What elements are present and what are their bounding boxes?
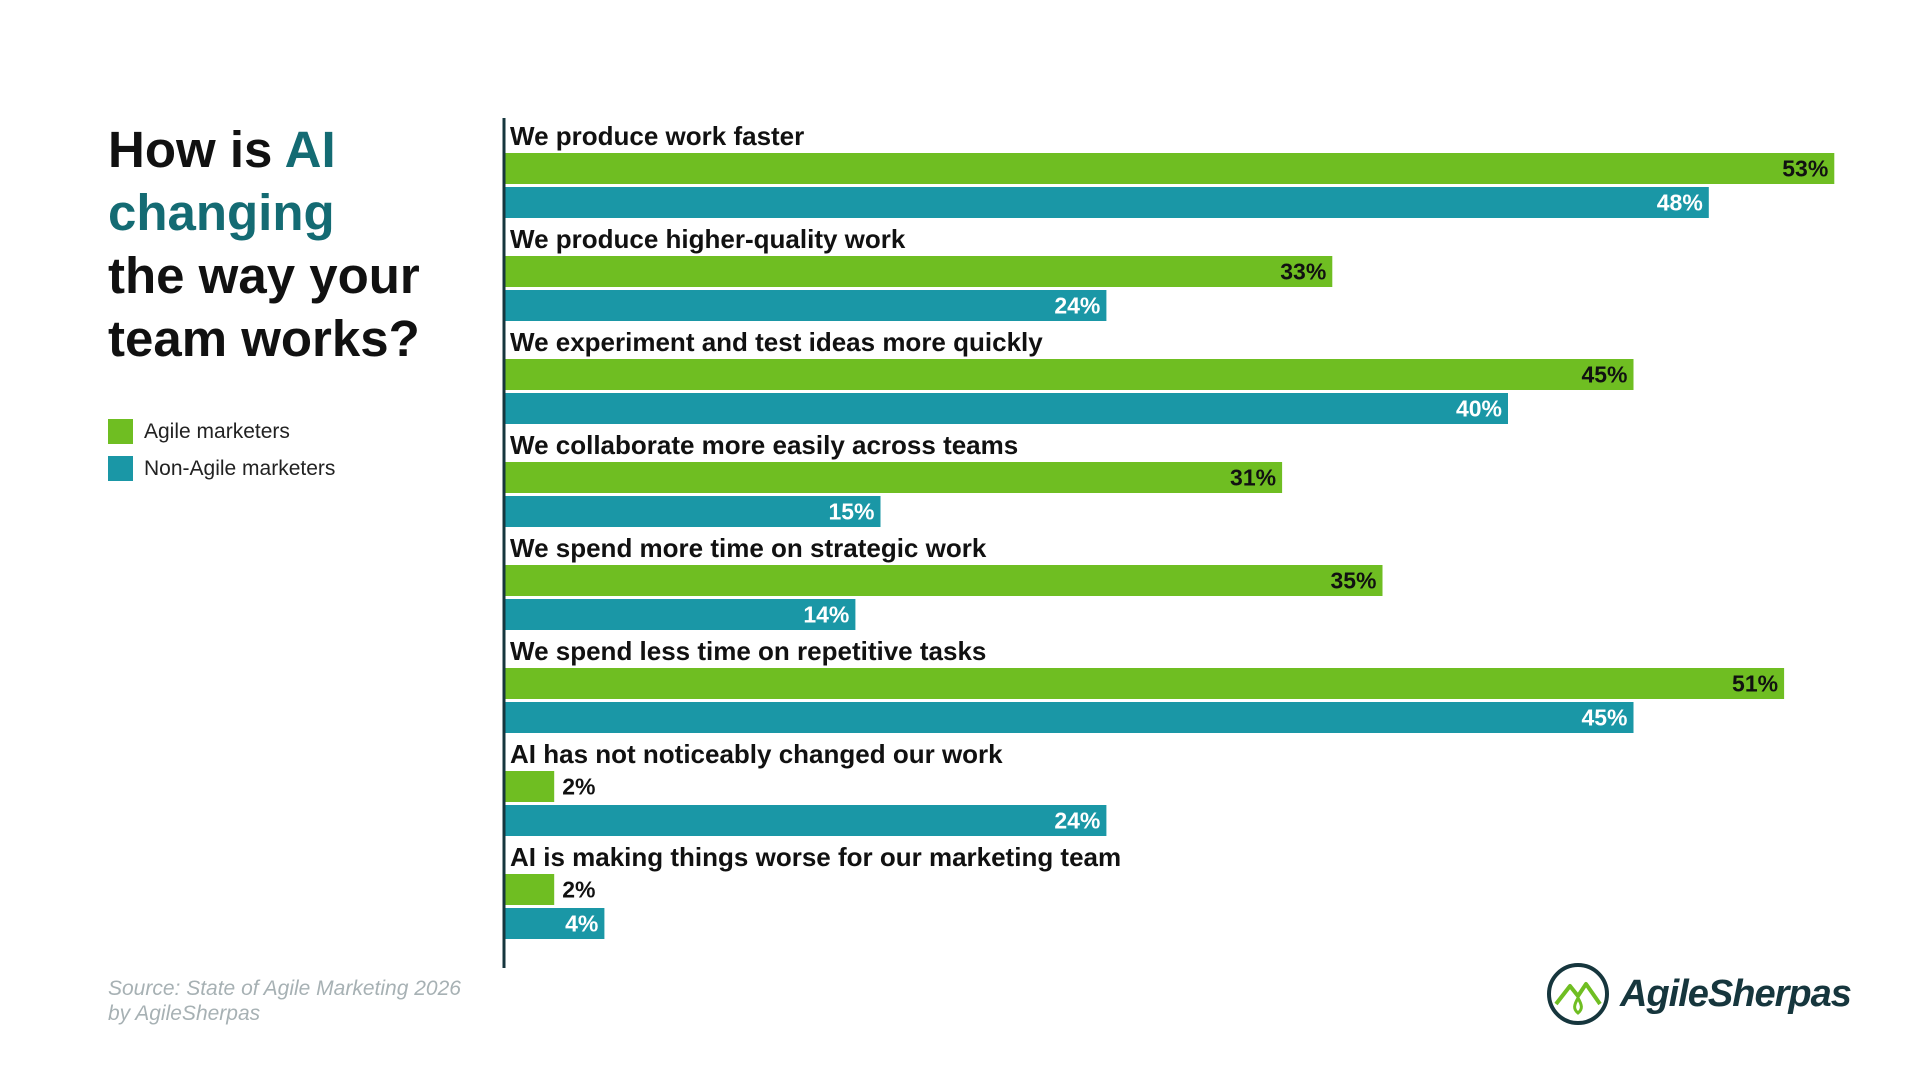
chart-title: How is AI changing the way your team wor… <box>108 118 508 370</box>
legend-item-non-agile: Non-Agile marketers <box>108 456 335 481</box>
data-label: 51% <box>1732 671 1778 697</box>
legend-swatch-agile <box>108 419 133 444</box>
legend-label-agile: Agile marketers <box>144 419 290 443</box>
data-label: 35% <box>1330 568 1376 594</box>
data-label: 45% <box>1581 362 1627 388</box>
bar-agile <box>504 874 555 905</box>
category-label: We spend more time on strategic work <box>510 533 987 563</box>
category-label: We experiment and test ideas more quickl… <box>510 327 1043 357</box>
data-label: 40% <box>1456 396 1502 422</box>
bar-agile <box>504 462 1283 493</box>
bar-agile <box>504 256 1333 287</box>
bar-non-agile <box>504 805 1107 836</box>
brand-logo: AgileSherpas <box>1546 962 1852 1026</box>
title-accent-ai: AI <box>284 121 336 178</box>
category-label: We spend less time on repetitive tasks <box>510 636 986 666</box>
bar-non-agile <box>504 496 881 527</box>
category-label: We produce higher-quality work <box>510 224 906 254</box>
bar-agile <box>504 359 1634 390</box>
data-label: 4% <box>565 911 598 937</box>
brand-name: AgileSherpas <box>1620 972 1852 1015</box>
source-note: Source: State of Agile Marketing 2026 by… <box>108 976 461 1026</box>
title-text-4: team works? <box>108 310 420 367</box>
data-label: 2% <box>562 774 595 800</box>
data-label: 24% <box>1054 293 1100 319</box>
data-label: 24% <box>1054 808 1100 834</box>
data-label: 53% <box>1782 156 1828 182</box>
title-text-3: the way your <box>108 247 420 304</box>
bar-non-agile <box>504 908 605 939</box>
data-label: 33% <box>1280 259 1326 285</box>
legend-item-agile: Agile marketers <box>108 419 290 444</box>
mountain-drop-icon <box>1547 963 1609 1025</box>
bar-non-agile <box>504 187 1709 218</box>
category-label: We collaborate more easily across teams <box>510 430 1018 460</box>
data-label: 48% <box>1657 190 1703 216</box>
bar-non-agile <box>504 290 1107 321</box>
legend-swatch-non-agile <box>108 456 133 481</box>
bar-agile <box>504 565 1383 596</box>
title-text-1: How is <box>108 121 285 178</box>
category-label: AI is making things worse for our market… <box>510 842 1121 872</box>
category-label: We produce work faster <box>510 121 804 151</box>
category-label: AI has not noticeably changed our work <box>510 739 1003 769</box>
data-label: 2% <box>562 877 595 903</box>
bar-non-agile <box>504 702 1634 733</box>
source-line-1: Source: State of Agile Marketing 2026 <box>108 977 461 1000</box>
bar-agile <box>504 668 1785 699</box>
data-label: 45% <box>1581 705 1627 731</box>
title-accent-changing: changing <box>108 184 335 241</box>
source-line-2: by AgileSherpas <box>108 1002 261 1025</box>
bar-non-agile <box>504 393 1508 424</box>
legend-label-non-agile: Non-Agile marketers <box>144 456 336 480</box>
data-label: 31% <box>1230 465 1276 491</box>
bar-non-agile <box>504 599 856 630</box>
data-label: 14% <box>803 602 849 628</box>
bar-agile <box>504 153 1835 184</box>
bar-agile <box>504 771 555 802</box>
data-label: 15% <box>828 499 874 525</box>
